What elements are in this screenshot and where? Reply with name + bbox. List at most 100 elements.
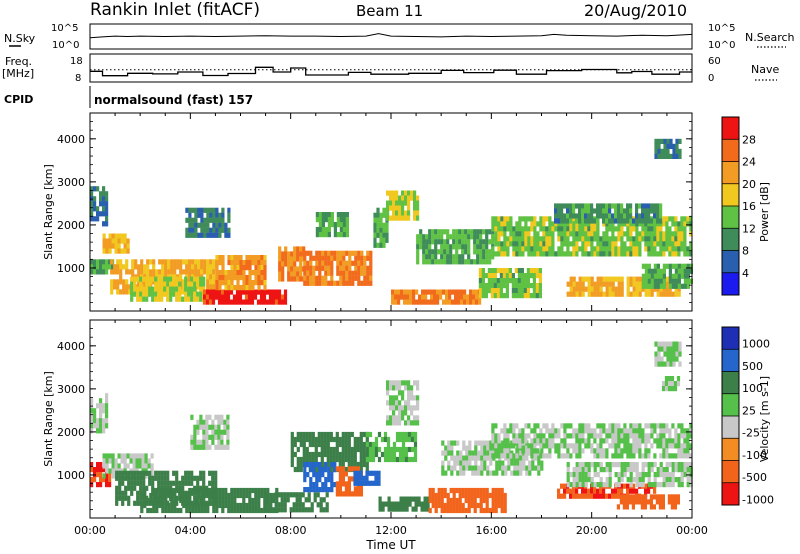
velocity-cell — [362, 451, 366, 458]
power-cell — [677, 278, 681, 284]
power-cell — [599, 213, 603, 219]
power-cell — [482, 239, 486, 245]
velocity-cell — [616, 504, 620, 510]
power-cell — [461, 259, 465, 265]
velocity-cell — [501, 440, 505, 446]
velocity-cell — [413, 446, 418, 453]
power-cell — [677, 226, 681, 232]
power-cell — [494, 216, 498, 222]
velocity-cell — [341, 436, 345, 443]
velocity-cell — [365, 456, 370, 463]
velocity-cell — [677, 453, 681, 459]
velocity-cell — [314, 441, 318, 448]
velocity-cell — [413, 420, 417, 426]
power-cell — [638, 276, 642, 282]
power-cell — [593, 281, 597, 287]
velocity-cell — [470, 492, 474, 499]
velocity-cell — [656, 423, 660, 429]
power-cell — [401, 195, 405, 201]
velocity-cell — [407, 431, 412, 438]
velocity-cell — [398, 400, 402, 406]
power-cell — [363, 265, 367, 271]
power-cell — [629, 221, 633, 227]
velocity-cell — [365, 446, 370, 453]
velocity-cell — [410, 446, 415, 453]
velocity-cell — [298, 497, 302, 503]
velocity-cell — [668, 462, 672, 468]
velocity-cell — [587, 438, 591, 444]
velocity-cell — [626, 483, 630, 489]
velocity-cell — [584, 462, 588, 468]
power-cell — [233, 260, 237, 266]
velocity-cell — [578, 482, 582, 488]
power-cell — [548, 236, 552, 242]
power-cell — [268, 289, 273, 295]
power-cell — [650, 236, 654, 242]
velocity-cell — [99, 423, 103, 429]
velocity-cell — [401, 410, 405, 416]
power-cell — [354, 260, 358, 266]
power-cell — [236, 270, 240, 276]
velocity-cell — [494, 433, 498, 439]
velocity-cell — [590, 482, 594, 488]
velocity-cell — [578, 453, 582, 459]
velocity-cell — [347, 436, 351, 443]
power-cell — [497, 216, 501, 222]
power-cell — [620, 251, 624, 257]
power-cell — [278, 261, 282, 267]
power-cell — [410, 190, 414, 196]
velocity-cell — [407, 446, 412, 453]
velocity-cell — [205, 444, 209, 450]
velocity-cell — [178, 480, 182, 486]
power-cell — [602, 208, 606, 214]
power-cell — [665, 291, 669, 297]
power-cell — [485, 234, 489, 240]
power-cell — [605, 291, 609, 297]
velocity-cell — [640, 499, 644, 505]
velocity-cell — [341, 461, 345, 468]
power-cell — [226, 289, 231, 295]
velocity-cell — [656, 472, 660, 478]
velocity-cell — [407, 405, 411, 411]
velocity-cell — [458, 502, 462, 509]
velocity-cell — [368, 456, 373, 463]
power-cell — [158, 269, 162, 275]
velocity-cell — [563, 423, 567, 429]
power-cell — [566, 226, 570, 232]
velocity-cell — [566, 453, 570, 459]
power-cell — [461, 229, 465, 235]
velocity-cell — [674, 443, 678, 449]
velocity-cell — [686, 448, 690, 454]
power-cell — [554, 208, 558, 214]
velocity-cell — [236, 507, 240, 514]
power-cell — [461, 249, 465, 255]
power-cell — [99, 191, 103, 197]
power-cell — [533, 246, 537, 252]
velocity-cell — [374, 446, 379, 453]
velocity-cell — [479, 487, 483, 494]
velocity-cell — [584, 493, 588, 499]
velocity-cell — [359, 436, 363, 443]
velocity-cell — [446, 507, 450, 514]
velocity-cell — [605, 453, 609, 459]
power-cell — [379, 217, 383, 223]
power-cell — [130, 296, 134, 302]
velocity-cell — [296, 456, 300, 463]
velocity-cell — [536, 423, 540, 429]
velocity-cell — [386, 385, 390, 391]
velocity-cell — [480, 465, 484, 471]
velocity-cell — [315, 472, 319, 478]
power-cell — [379, 242, 383, 248]
power-cell — [668, 246, 672, 252]
velocity-cell — [124, 490, 128, 496]
velocity-cell — [169, 480, 173, 486]
velocity-cell — [434, 502, 438, 509]
velocity-cell — [537, 455, 541, 461]
power-cell — [460, 294, 464, 300]
power-cell — [602, 276, 606, 282]
power-cell — [683, 273, 687, 279]
velocity-cell — [191, 487, 195, 494]
power-cell — [617, 231, 621, 237]
power-cell — [284, 251, 288, 257]
velocity-cell — [90, 482, 94, 488]
